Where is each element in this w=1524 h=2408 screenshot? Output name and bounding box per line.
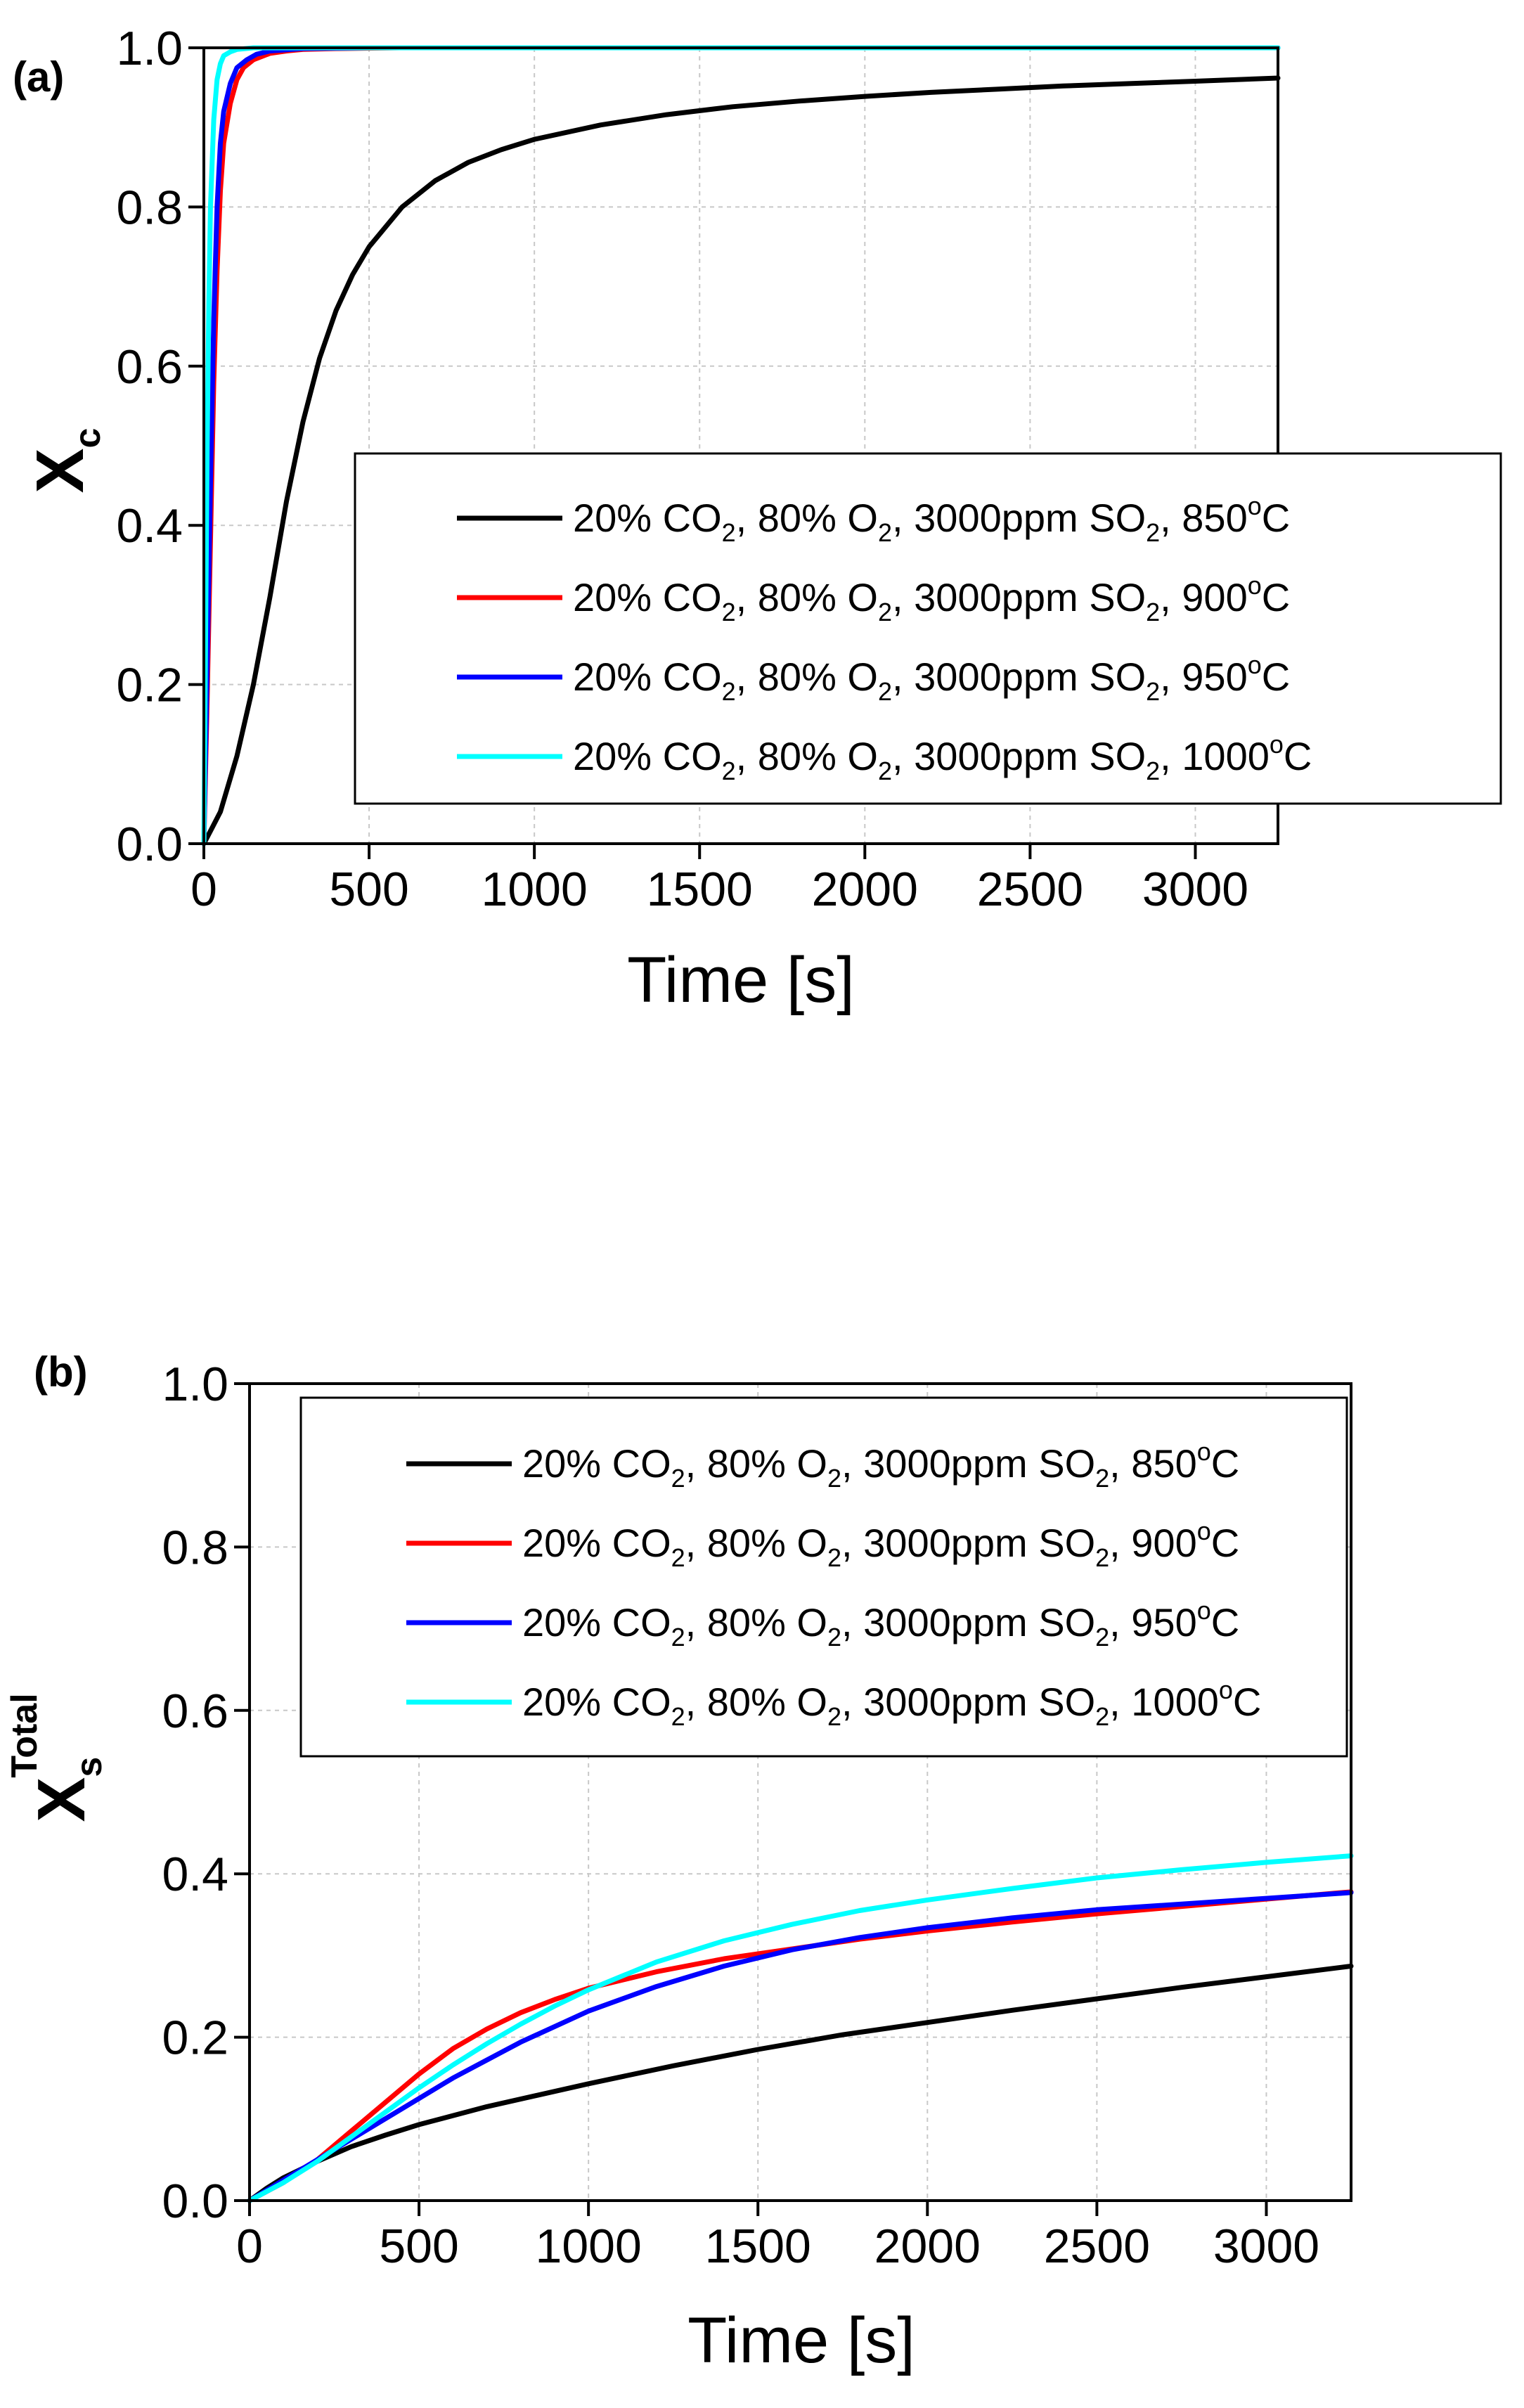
legend-label-2: 20% CO2, 80% O2, 3000ppm SO2, 950oC [522, 1596, 1239, 1652]
legend-box [354, 452, 1502, 805]
legend: 20% CO2, 80% O2, 3000ppm SO2, 850oC 20% C… [299, 1396, 1348, 1758]
x-tick-label: 1500 [705, 2220, 811, 2273]
legend-label-0: 20% CO2, 80% O2, 3000ppm SO2, 850oC [522, 1437, 1239, 1493]
series-line-0 [201, 75, 1281, 846]
x-tick-label: 2000 [812, 863, 918, 916]
y-axis-title: Xc [22, 428, 108, 494]
y-tick-label: 0.0 [116, 818, 183, 871]
panel-label: (a) [13, 53, 64, 101]
y-tick-label: 0.4 [116, 499, 183, 553]
panel-label: (b) [34, 1348, 88, 1396]
x-tick-label: 2000 [874, 2220, 981, 2273]
legend-label-1: 20% CO2, 80% O2, 3000ppm SO2, 900oC [573, 571, 1290, 626]
chart-panel-a: 0 500 1000 1500 2000 2500 3000 0.0 0.2 0.4 0.6 0.8 1… [13, 22, 1502, 1016]
y-tick-label: 0.6 [116, 340, 183, 394]
series-line-0 [247, 1964, 1354, 2203]
y-axis-title: XsTotal [4, 1693, 110, 1822]
y-tick-label: 0.2 [162, 2011, 228, 2065]
legend-label-0: 20% CO2, 80% O2, 3000ppm SO2, 850oC [573, 491, 1290, 547]
legend-label-1: 20% CO2, 80% O2, 3000ppm SO2, 900oC [522, 1517, 1239, 1572]
legend-label-2: 20% CO2, 80% O2, 3000ppm SO2, 950oC [573, 650, 1290, 706]
x-tick-label: 1000 [536, 2220, 642, 2273]
y-tick-label: 0.4 [162, 1848, 228, 1901]
series-line-1 [247, 1889, 1354, 2203]
x-tick-label: 1000 [482, 863, 588, 916]
x-tick-label: 0 [190, 863, 217, 916]
x-tick-label: 500 [379, 2220, 458, 2273]
y-tick-label: 1.0 [116, 22, 183, 75]
x-tick-label: 500 [329, 863, 408, 916]
legend-box [299, 1396, 1348, 1758]
x-axis-title: Time [s] [627, 944, 855, 1016]
legend: 20% CO2, 80% O2, 3000ppm SO2, 850oC 20% C… [354, 452, 1502, 805]
plot-frame [248, 1382, 1352, 2202]
x-tick-label: 0 [236, 2220, 263, 2273]
x-tick-label: 3000 [1142, 863, 1248, 916]
y-tick-label: 0.8 [162, 1521, 228, 1574]
legend-label-3: 20% CO2, 80% O2, 3000ppm SO2, 1000oC [573, 730, 1312, 785]
legend-label-3: 20% CO2, 80% O2, 3000ppm SO2, 1000oC [522, 1675, 1261, 1731]
y-tick-label: 1.0 [162, 1358, 228, 1411]
x-tick-label: 1500 [647, 863, 753, 916]
chart-panel-b: 0 500 1000 1500 2000 2500 3000 0.0 0.2 0.4 0.6 0.8 1… [4, 1348, 1354, 2376]
x-tick-label: 2500 [977, 863, 1083, 916]
y-tick-label: 0.6 [162, 1685, 228, 1738]
y-tick-label: 0.8 [116, 181, 183, 234]
x-tick-label: 2500 [1044, 2220, 1150, 2273]
series-line-3 [201, 45, 1281, 846]
y-tick-label: 0.0 [162, 2175, 228, 2228]
series-line-2 [247, 1890, 1354, 2203]
series-line-3 [247, 1853, 1354, 2203]
x-axis-title: Time [s] [687, 2305, 915, 2376]
plot-frame [202, 46, 1279, 845]
x-tick-label: 3000 [1213, 2220, 1319, 2273]
y-tick-label: 0.2 [116, 659, 183, 712]
